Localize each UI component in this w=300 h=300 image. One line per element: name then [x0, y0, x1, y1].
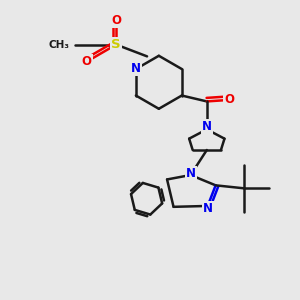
Text: O: O: [224, 93, 234, 106]
Text: O: O: [111, 14, 121, 27]
Text: N: N: [131, 61, 141, 75]
Text: N: N: [202, 120, 212, 133]
Text: CH₃: CH₃: [48, 40, 69, 50]
Text: N: N: [203, 202, 213, 215]
Text: O: O: [82, 55, 92, 68]
Text: N: N: [186, 167, 196, 180]
Text: S: S: [111, 38, 121, 51]
